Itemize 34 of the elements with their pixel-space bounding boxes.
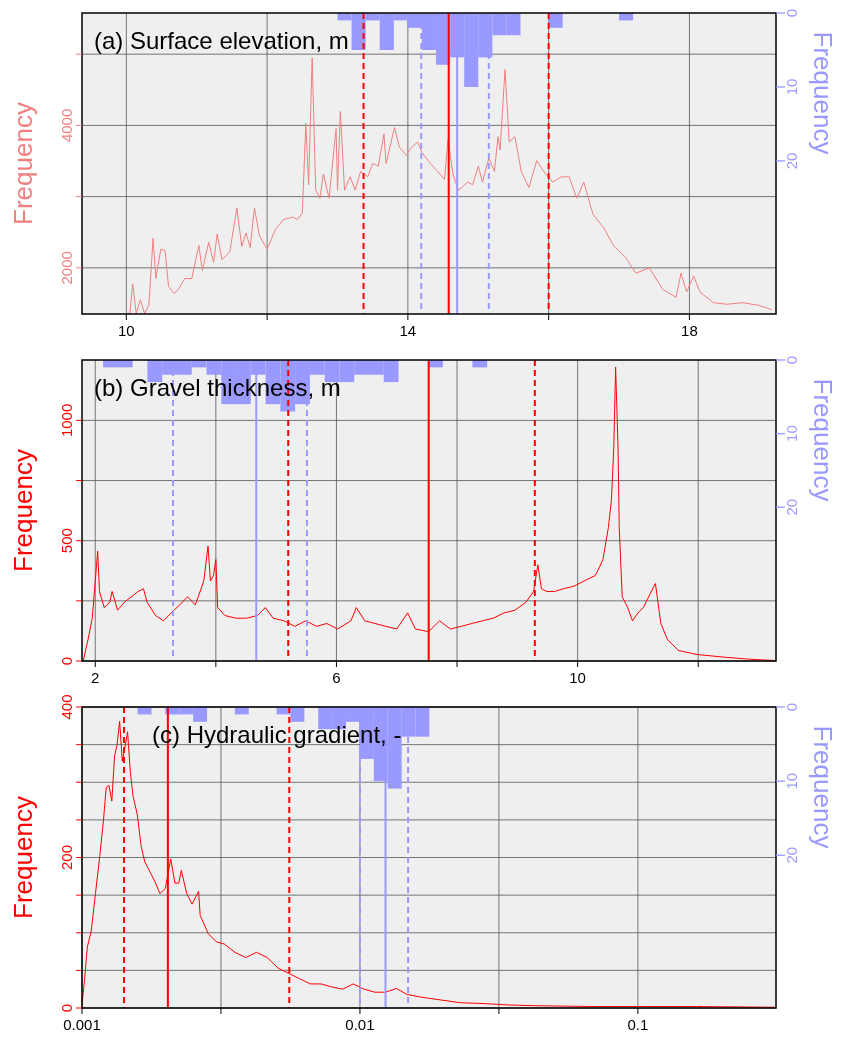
text: (b) Gravel thickness, m	[94, 374, 341, 401]
y-tick-label: 500	[58, 528, 75, 554]
y2-tick-label: 0	[783, 8, 801, 18]
y2-axis-title: Frequency	[808, 725, 838, 849]
x-tick-label: 0.001	[63, 1016, 101, 1033]
x-tick-label: 18	[681, 322, 698, 339]
x-tick-label: 2	[91, 669, 100, 686]
y-tick-label: 400	[58, 694, 75, 720]
y-tick-label: 0	[58, 1003, 75, 1013]
y2-axis-title: Frequency	[808, 31, 838, 155]
x-tick-label: 10	[569, 669, 586, 686]
y-tick-label: 200	[58, 844, 75, 871]
y2-tick-label: 20	[783, 152, 801, 170]
y-tick-label: 4000	[58, 108, 75, 143]
y2-tick-label: 20	[783, 846, 801, 864]
y2-tick-label: 10	[783, 425, 801, 442]
y2-tick-label: 0	[783, 702, 801, 712]
y-tick-label: 0	[58, 656, 75, 666]
text: (a) Surface elevation, m	[94, 27, 349, 54]
y-axis-title: Frequency	[8, 796, 38, 919]
x-tick-label: 10	[118, 322, 135, 339]
y2-tick-label: 0	[783, 355, 801, 365]
x-tick-label: 14	[399, 322, 417, 339]
x-tick-label: 0.01	[345, 1016, 375, 1033]
y2-tick-label: 10	[783, 772, 801, 790]
x-tick-label: 0.1	[627, 1016, 649, 1033]
y2-tick-label: 10	[783, 78, 801, 96]
y-axis-title: Frequency	[8, 449, 38, 572]
y2-tick-label: 20	[783, 498, 801, 516]
y-axis-title: Frequency	[8, 102, 38, 225]
y-tick-label: 1000	[58, 403, 75, 438]
x-tick-label: 6	[332, 669, 341, 686]
y-tick-label: 2000	[58, 251, 75, 285]
y2-axis-title: Frequency	[808, 378, 838, 502]
